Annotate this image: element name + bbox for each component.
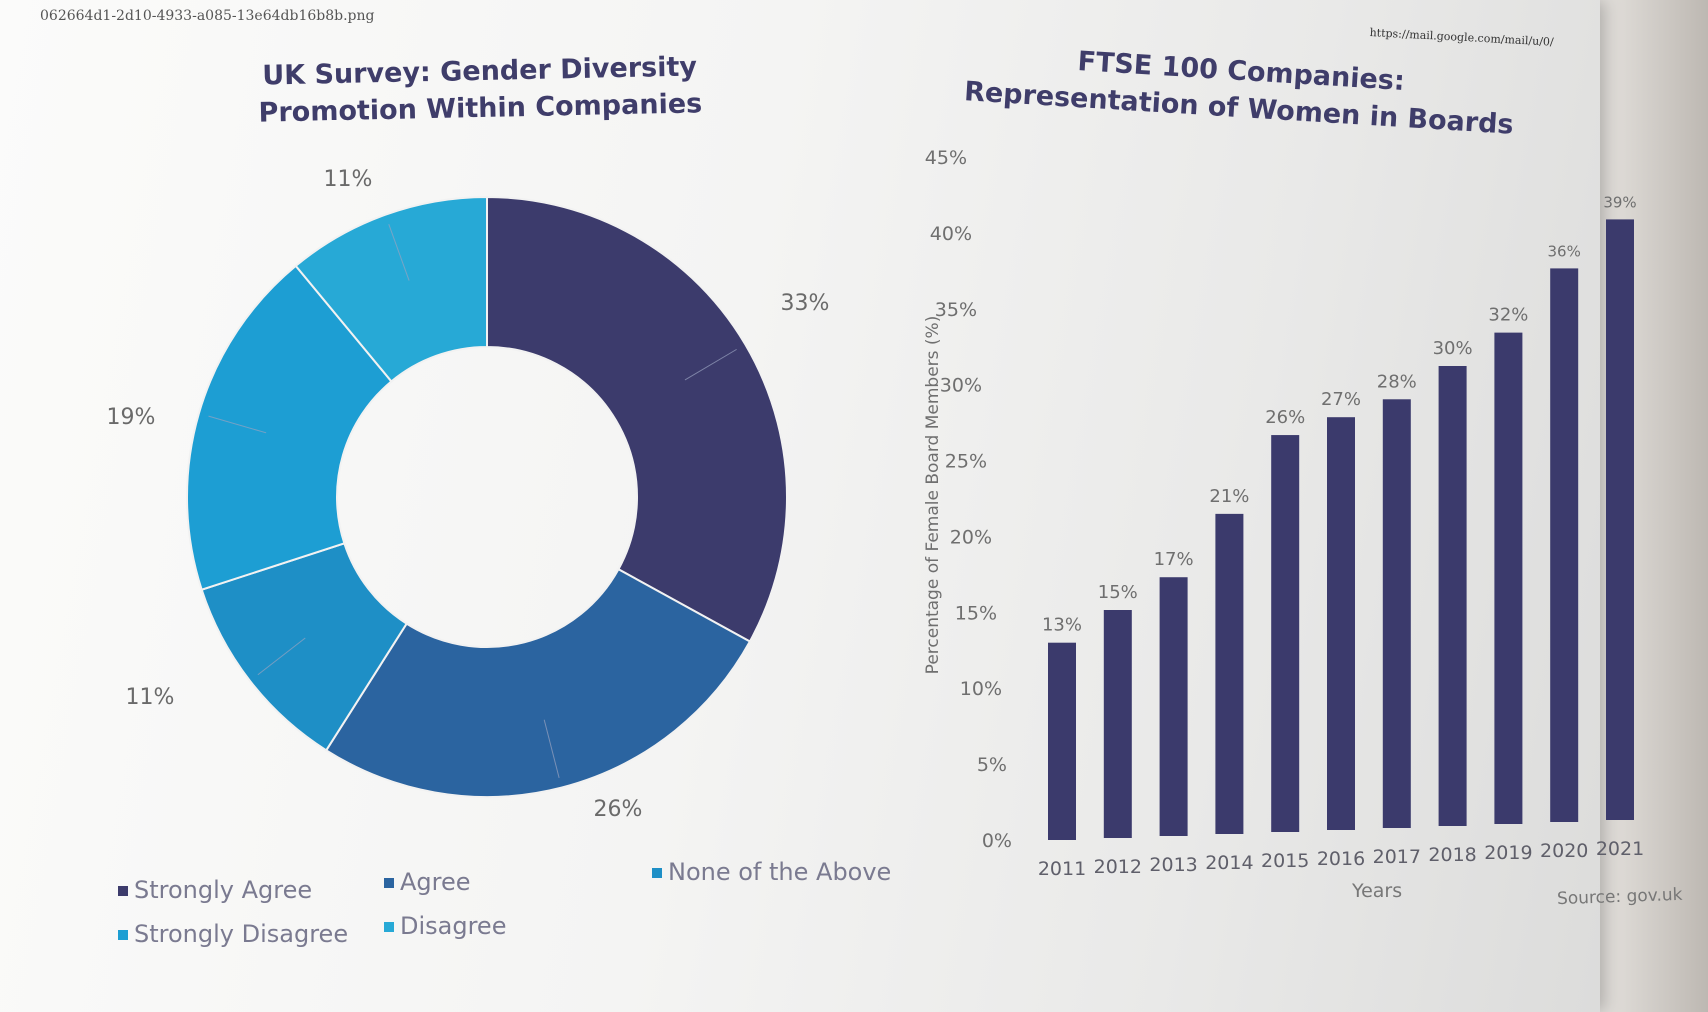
legend-swatch bbox=[652, 868, 662, 878]
y-tick-label: 10% bbox=[960, 678, 1002, 700]
x-tick-label: 2017 bbox=[1373, 846, 1421, 868]
bar-value-label: 28% bbox=[1377, 371, 1417, 392]
x-tick-label: 2019 bbox=[1484, 842, 1532, 864]
bar-2016 bbox=[1327, 417, 1355, 830]
legend-swatch bbox=[384, 922, 394, 932]
y-tick-label: 40% bbox=[930, 223, 972, 245]
bar-2019 bbox=[1494, 332, 1523, 824]
donut-leader-line bbox=[257, 637, 306, 676]
legend-label: None of the Above bbox=[668, 858, 892, 886]
legend-item-strongly-agree: Strongly Agree bbox=[118, 876, 312, 904]
bar-value-label: 15% bbox=[1098, 582, 1138, 603]
bar-value-label: 39% bbox=[1603, 193, 1636, 211]
bar-2013 bbox=[1159, 577, 1188, 836]
legend-label: Disagree bbox=[400, 912, 507, 940]
donut-slice-disagree bbox=[294, 195, 488, 383]
x-tick-label: 2021 bbox=[1596, 838, 1644, 860]
bar-value-label: 36% bbox=[1548, 242, 1581, 260]
legend-label: Strongly Disagree bbox=[134, 920, 349, 948]
y-tick-label: 5% bbox=[977, 754, 1007, 776]
y-tick-label: 45% bbox=[925, 147, 967, 169]
y-tick-label: 0% bbox=[982, 830, 1012, 852]
bar-2017 bbox=[1382, 399, 1411, 828]
x-tick-label: 2018 bbox=[1428, 844, 1476, 866]
legend-label: Strongly Agree bbox=[134, 876, 313, 904]
x-tick-label: 2011 bbox=[1038, 858, 1086, 880]
y-tick-label: 35% bbox=[935, 299, 977, 321]
legend-item-strongly-disagree: Strongly Disagree bbox=[118, 920, 348, 948]
donut-value-label: 33% bbox=[781, 291, 830, 316]
bar-value-label: 27% bbox=[1321, 389, 1361, 410]
bar-2021 bbox=[1606, 219, 1634, 820]
donut-slice-agree bbox=[324, 567, 752, 798]
legend-item-none-of-the-above: None of the Above bbox=[652, 858, 891, 886]
y-tick-label: 25% bbox=[945, 451, 987, 473]
x-tick-label: 2015 bbox=[1261, 850, 1309, 872]
bar-value-label: 30% bbox=[1433, 338, 1473, 359]
bar-value-label: 26% bbox=[1265, 407, 1305, 428]
legend-swatch bbox=[384, 878, 394, 888]
x-tick-label: 2014 bbox=[1205, 852, 1253, 874]
image-filename: 062664d1-2d10-4933-a085-13e64db16b8b.png bbox=[40, 8, 375, 24]
donut-value-label: 26% bbox=[594, 797, 643, 822]
legend-swatch bbox=[118, 930, 128, 940]
x-tick-label: 2016 bbox=[1317, 848, 1365, 870]
donut-slice-strongly-agree bbox=[486, 195, 788, 643]
bar-value-label: 21% bbox=[1209, 486, 1249, 507]
x-axis-label: Years bbox=[1352, 880, 1403, 902]
y-tick-label: 20% bbox=[950, 526, 992, 548]
donut-leader-line bbox=[388, 223, 410, 281]
donut-leader-line bbox=[543, 719, 560, 779]
donut-leader-line bbox=[684, 348, 737, 381]
donut-value-label: 11% bbox=[324, 167, 373, 192]
bar-2014 bbox=[1215, 513, 1244, 834]
bar-2020 bbox=[1550, 268, 1579, 822]
bar-value-label: 32% bbox=[1488, 305, 1528, 326]
donut-slice-strongly-disagree bbox=[186, 264, 393, 591]
donut-value-label: 19% bbox=[107, 405, 156, 430]
bar-2018 bbox=[1438, 366, 1467, 826]
x-tick-label: 2020 bbox=[1540, 840, 1588, 862]
bar-2015 bbox=[1271, 435, 1300, 832]
bar-value-label: 17% bbox=[1154, 549, 1194, 570]
y-axis-label: Percentage of Female Board Members (%) bbox=[923, 316, 943, 675]
x-tick-label: 2012 bbox=[1094, 856, 1142, 878]
donut-leader-line bbox=[208, 415, 267, 434]
legend-swatch bbox=[118, 886, 128, 896]
donut-value-label: 11% bbox=[126, 685, 175, 710]
bar-value-label: 13% bbox=[1042, 615, 1082, 636]
y-tick-label: 30% bbox=[940, 375, 982, 397]
x-tick-label: 2013 bbox=[1149, 854, 1197, 876]
legend-label: Agree bbox=[400, 868, 471, 896]
bar-2012 bbox=[1103, 610, 1132, 838]
legend-item-agree: Agree bbox=[384, 868, 471, 896]
y-tick-label: 15% bbox=[955, 602, 997, 624]
legend-item-disagree: Disagree bbox=[384, 912, 506, 940]
bar-2011 bbox=[1048, 642, 1076, 840]
